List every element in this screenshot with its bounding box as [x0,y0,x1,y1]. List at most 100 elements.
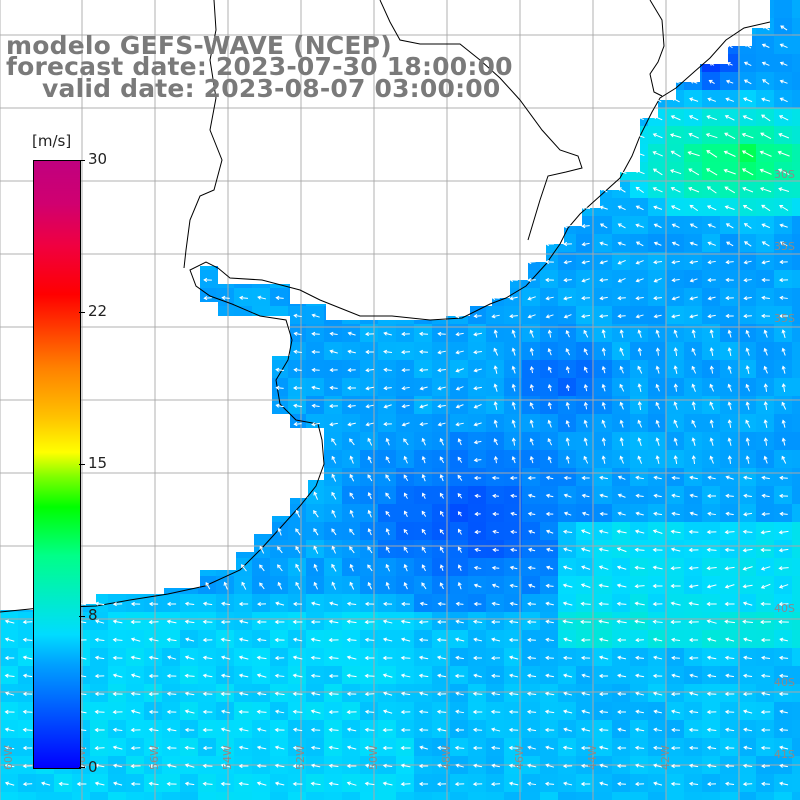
arrow-shaft [583,330,589,338]
arrow-head [761,313,766,319]
arrow-shaft [511,495,517,497]
wind-arrow [385,563,391,572]
arrow-head [421,437,426,442]
wind-arrow [617,277,626,283]
arrow-shaft [600,296,608,300]
wind-speed-cell [792,216,800,235]
wind-arrow [421,473,426,482]
wind-speed-cell [576,774,595,793]
wind-speed-cell [702,576,721,595]
arrow-head [691,347,696,352]
arrow-head [563,493,568,498]
wind-speed-cell [774,378,793,397]
wind-speed-cell [594,630,613,649]
arrow-shaft [618,512,626,516]
arrow-head [421,564,426,569]
wind-arrow [617,241,626,246]
arrow-head [547,329,552,334]
wind-speed-cell [486,630,505,649]
wind-arrow [473,475,482,481]
wind-speed-cell [648,504,667,523]
arrow-shaft [762,476,770,480]
wind-speed-cell [720,612,739,631]
wind-arrow [295,563,301,572]
wind-speed-cell [396,702,415,721]
wind-speed-cell [450,414,469,433]
wind-speed-cell [738,630,757,649]
arrow-head [617,187,622,191]
wind-speed-cell [360,612,379,631]
arrow-head [670,547,675,552]
wind-speed-cell [774,468,793,487]
wind-arrow [493,401,498,410]
wind-arrow [347,385,356,391]
wind-speed-cell [414,792,433,800]
arrow-head [457,474,462,479]
wind-speed-cell [234,684,253,703]
wind-arrow [437,331,446,337]
wind-arrow [727,437,732,446]
arrow-shaft [330,422,338,426]
arrow-head [313,528,318,533]
arrow-shaft [762,62,770,66]
wind-speed-cell [630,504,649,523]
arrow-shaft [778,133,790,139]
wind-speed-cell [702,504,721,523]
wind-speed-cell [324,594,343,613]
wind-arrow [670,529,681,534]
wind-speed-cell [522,612,541,631]
arrow-head [457,511,462,516]
wind-speed-cell [594,792,613,800]
wind-speed-cell [540,576,559,595]
arrow-head [669,133,675,138]
wind-speed-cell [684,648,703,667]
wind-arrow [709,383,715,392]
wind-speed-cell [576,396,595,415]
arrow-shaft [530,366,534,374]
wind-speed-cell [522,450,541,469]
wind-speed-cell [684,540,703,559]
wind-arrow [527,547,536,552]
wind-arrow [745,455,750,464]
arrow-head [707,314,712,319]
arrow-head [565,401,570,406]
wind-speed-cell [774,288,793,307]
wind-speed-cell [90,720,109,739]
wind-speed-cell [360,648,379,667]
wind-speed-cell [288,594,307,613]
arrow-shaft [599,315,609,317]
arrow-head [293,331,298,336]
wind-arrow [293,385,302,391]
arrow-shaft [276,297,284,299]
arrow-head [474,493,479,499]
wind-speed-cell [324,792,343,800]
wind-arrow [617,223,626,229]
arrow-head [691,437,696,442]
arrow-shaft [294,369,302,371]
wind-speed-cell [666,630,685,649]
wind-speed-cell [234,648,253,667]
wind-arrow [545,493,554,498]
wind-arrow [742,186,754,193]
wind-arrow [707,475,716,480]
wind-speed-cell [144,792,163,800]
wind-speed-cell [414,594,433,613]
arrow-head [545,529,551,534]
arrow-shaft [726,98,734,102]
wind-arrow [742,548,753,553]
wind-speed-cell [468,684,487,703]
wind-speed-cell [396,360,415,379]
wind-speed-cell [252,774,271,793]
wind-speed-cell [702,594,721,613]
arrow-shaft [761,204,771,212]
wind-arrow [367,564,373,572]
wind-speed-cell [432,612,451,631]
wind-speed-cell [522,540,541,559]
arrow-head [779,259,784,265]
arrow-head [581,314,586,319]
wind-speed-cell [90,648,109,667]
arrow-head [385,492,390,497]
arrow-head [706,547,711,552]
arrow-head [311,422,316,427]
arrow-head [741,132,746,137]
